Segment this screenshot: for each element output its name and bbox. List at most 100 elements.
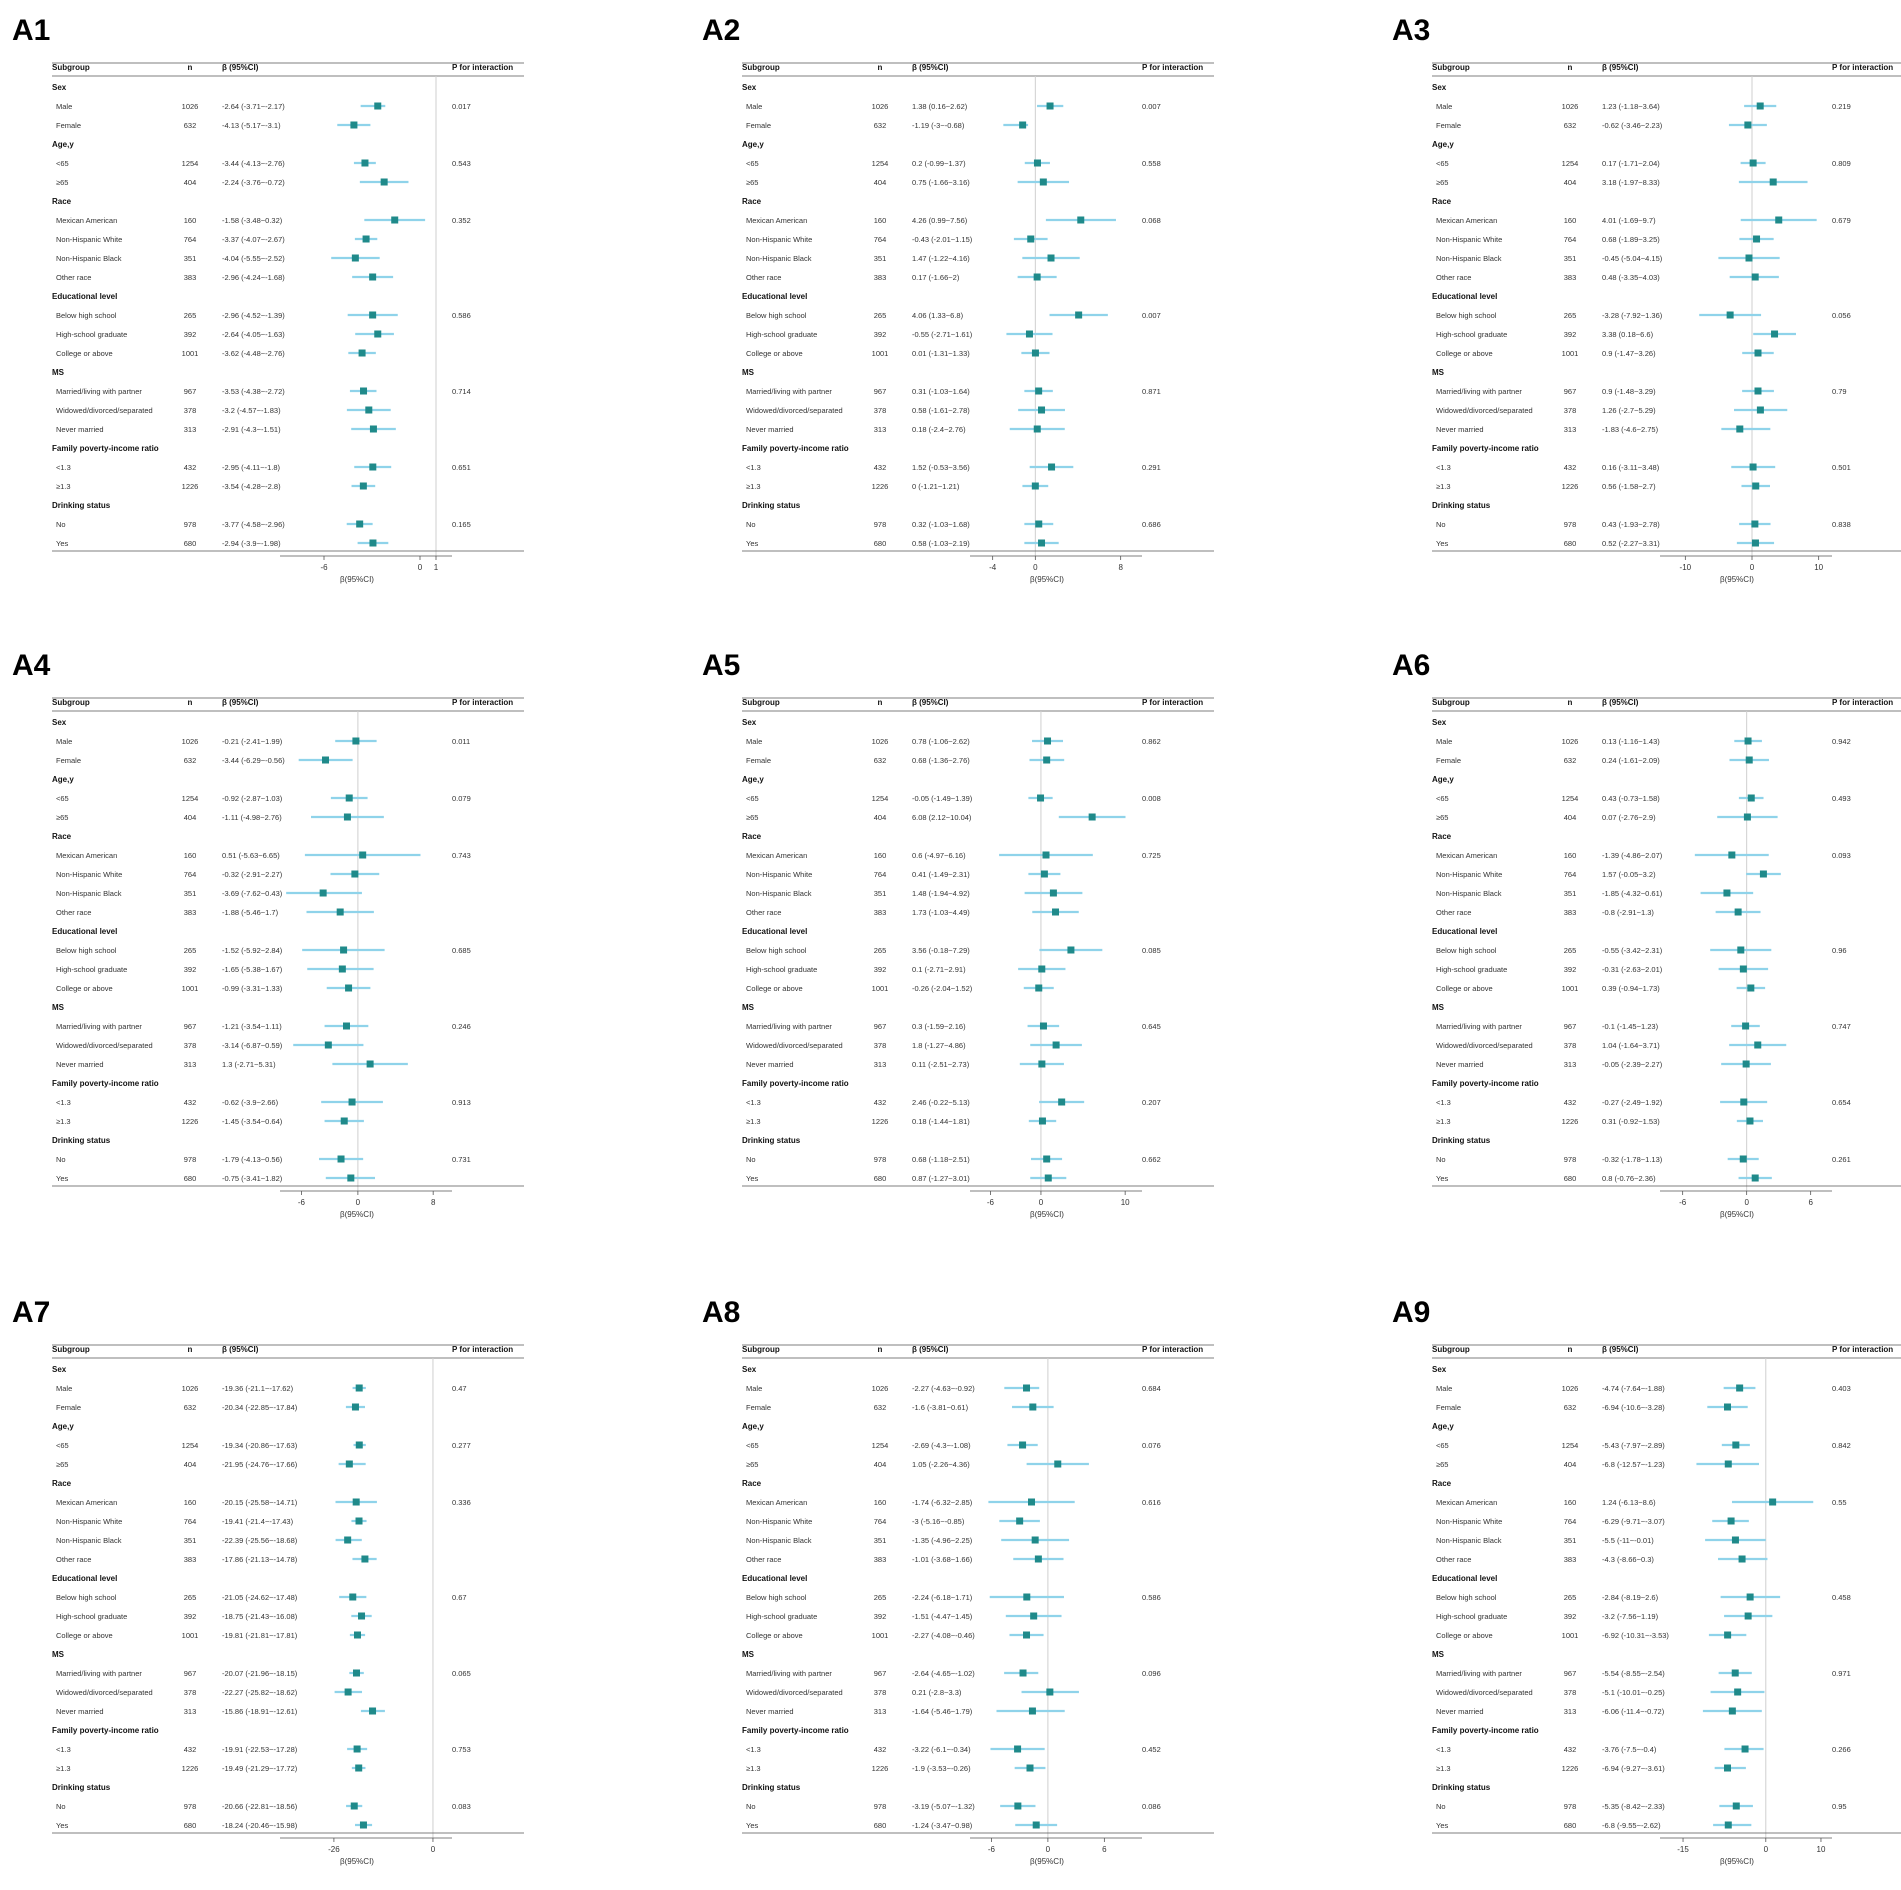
point-estimate xyxy=(1724,1631,1732,1639)
subgroup-label: Below high school xyxy=(1436,946,1497,955)
subgroup-label: Male xyxy=(746,102,762,111)
p-interaction-value: 0.246 xyxy=(452,1022,471,1031)
subgroup-n: 1001 xyxy=(182,349,199,358)
subgroup-n: 378 xyxy=(184,1041,197,1050)
subgroup-label: ≥1.3 xyxy=(56,482,71,491)
subgroup-n: 432 xyxy=(1564,1098,1577,1107)
forest-panel-a4: A4 Subgroup n β (95%CI) P for interaction Sex… xyxy=(12,649,524,1219)
beta-ci-value: -1.51 (-4.47~1.45) xyxy=(912,1612,973,1621)
point-estimate xyxy=(1751,520,1759,528)
point-estimate xyxy=(351,254,359,262)
group-label: Family poverty-income ratio xyxy=(52,1726,159,1735)
group-label: Drinking status xyxy=(52,1136,111,1145)
point-estimate xyxy=(344,1536,352,1544)
group-label: Race xyxy=(1432,832,1452,841)
point-estimate xyxy=(340,1117,348,1125)
p-interaction-value: 0.076 xyxy=(1142,1441,1161,1450)
subgroup-n: 1226 xyxy=(872,1117,889,1126)
p-interaction-value: 0.838 xyxy=(1832,520,1851,529)
subgroup-label: Never married xyxy=(56,1060,104,1069)
beta-ci-value: -19.91 (-22.53~-17.28) xyxy=(222,1745,298,1754)
beta-ci-value: 0.1 (-2.71~2.91) xyxy=(912,965,966,974)
subgroup-label: ≥1.3 xyxy=(1436,1764,1451,1773)
column-header-n: n xyxy=(1568,63,1573,72)
subgroup-label: ≥65 xyxy=(746,1460,758,1469)
subgroup-label: Non-Hispanic Black xyxy=(1436,889,1502,898)
beta-ci-value: 1.23 (-1.18~3.64) xyxy=(1602,102,1660,111)
subgroup-n: 404 xyxy=(184,813,197,822)
beta-ci-value: 1.04 (-1.64~3.71) xyxy=(1602,1041,1660,1050)
beta-ci-value: -3.14 (-6.87~0.59) xyxy=(222,1041,283,1050)
beta-ci-value: -0.31 (-2.63~2.01) xyxy=(1602,965,1663,974)
subgroup-n: 392 xyxy=(1564,965,1577,974)
beta-ci-value: 0.8 (-0.76~2.36) xyxy=(1602,1174,1656,1183)
group-label: Educational level xyxy=(1432,927,1497,936)
subgroup-n: 1226 xyxy=(1562,1117,1579,1126)
beta-ci-value: -17.86 (-21.13~-14.78) xyxy=(222,1555,298,1564)
beta-ci-value: -0.99 (-3.31~1.33) xyxy=(222,984,283,993)
point-estimate xyxy=(1769,178,1777,186)
group-label: Race xyxy=(742,1479,762,1488)
group-label: Age,y xyxy=(742,140,764,149)
subgroup-n: 1254 xyxy=(182,1441,199,1450)
beta-ci-value: -2.95 (-4.11~-1.8) xyxy=(222,463,281,472)
point-estimate xyxy=(1753,235,1761,243)
p-interaction-value: 0.219 xyxy=(1832,102,1851,111)
subgroup-label: ≥1.3 xyxy=(746,482,761,491)
point-estimate xyxy=(1028,1707,1036,1715)
subgroup-n: 404 xyxy=(184,178,197,187)
subgroup-n: 967 xyxy=(1564,1022,1577,1031)
panel-label: A9 xyxy=(1392,1296,1430,1329)
subgroup-n: 978 xyxy=(1564,1155,1577,1164)
point-estimate xyxy=(1049,889,1057,897)
subgroup-label: Below high school xyxy=(746,946,807,955)
beta-ci-value: -4.3 (-8.66~0.3) xyxy=(1602,1555,1654,1564)
subgroup-label: Female xyxy=(746,756,771,765)
beta-ci-value: 4.01 (-1.69~9.7) xyxy=(1602,216,1656,225)
subgroup-label: No xyxy=(746,1802,756,1811)
beta-ci-value: -2.64 (-4.05~-1.63) xyxy=(222,330,285,339)
subgroup-label: Never married xyxy=(1436,425,1484,434)
beta-ci-value: 1.38 (0.16~2.62) xyxy=(912,102,968,111)
subgroup-n: 632 xyxy=(184,1403,197,1412)
subgroup-n: 1026 xyxy=(1562,737,1579,746)
panel-label: A5 xyxy=(702,649,740,682)
column-header-beta: β (95%CI) xyxy=(222,698,259,707)
p-interaction-value: 0.79 xyxy=(1832,387,1847,396)
beta-ci-value: -0.55 (-3.42~2.31) xyxy=(1602,946,1663,955)
point-estimate xyxy=(361,1555,369,1563)
beta-ci-value: 0.75 (-1.66~3.16) xyxy=(912,178,970,187)
group-label: Sex xyxy=(52,1365,67,1374)
subgroup-label: Widowed/divorced/separated xyxy=(746,406,843,415)
point-estimate xyxy=(1741,1745,1749,1753)
beta-ci-value: 0.21 (-2.8~3.3) xyxy=(912,1688,962,1697)
beta-ci-value: -20.34 (-22.85~-17.84) xyxy=(222,1403,298,1412)
column-header-p: P for interaction xyxy=(1832,63,1893,72)
x-tick-label: 0 xyxy=(1046,1845,1051,1854)
subgroup-label: No xyxy=(746,520,756,529)
beta-ci-value: -3.2 (-7.56~1.19) xyxy=(1602,1612,1659,1621)
subgroup-label: Below high school xyxy=(56,946,117,955)
group-label: Drinking status xyxy=(742,1783,801,1792)
beta-ci-value: -1.6 (-3.81~0.61) xyxy=(912,1403,969,1412)
point-estimate xyxy=(1039,1022,1047,1030)
subgroup-n: 404 xyxy=(1564,813,1577,822)
subgroup-n: 265 xyxy=(1564,946,1577,955)
p-interaction-value: 0.008 xyxy=(1142,794,1161,803)
beta-ci-value: 0.2 (-0.99~1.37) xyxy=(912,159,966,168)
subgroup-label: <65 xyxy=(746,1441,759,1450)
subgroup-n: 160 xyxy=(874,1498,887,1507)
group-label: Educational level xyxy=(52,292,117,301)
beta-ci-value: -6.94 (-10.6~-3.28) xyxy=(1602,1403,1665,1412)
subgroup-n: 1026 xyxy=(872,1384,889,1393)
beta-ci-value: 0.68 (-1.36~2.76) xyxy=(912,756,970,765)
forest-panel-a9: A9 Subgroup n β (95%CI) P for interaction Sex… xyxy=(1392,1296,1901,1866)
subgroup-label: College or above xyxy=(746,349,803,358)
subgroup-n: 632 xyxy=(184,121,197,130)
group-label: Age,y xyxy=(52,140,74,149)
p-interaction-value: 0.452 xyxy=(1142,1745,1161,1754)
subgroup-n: 404 xyxy=(184,1460,197,1469)
p-interaction-value: 0.842 xyxy=(1832,1441,1851,1450)
x-axis-label: β(95%CI) xyxy=(1030,1857,1064,1866)
point-estimate xyxy=(356,520,364,528)
